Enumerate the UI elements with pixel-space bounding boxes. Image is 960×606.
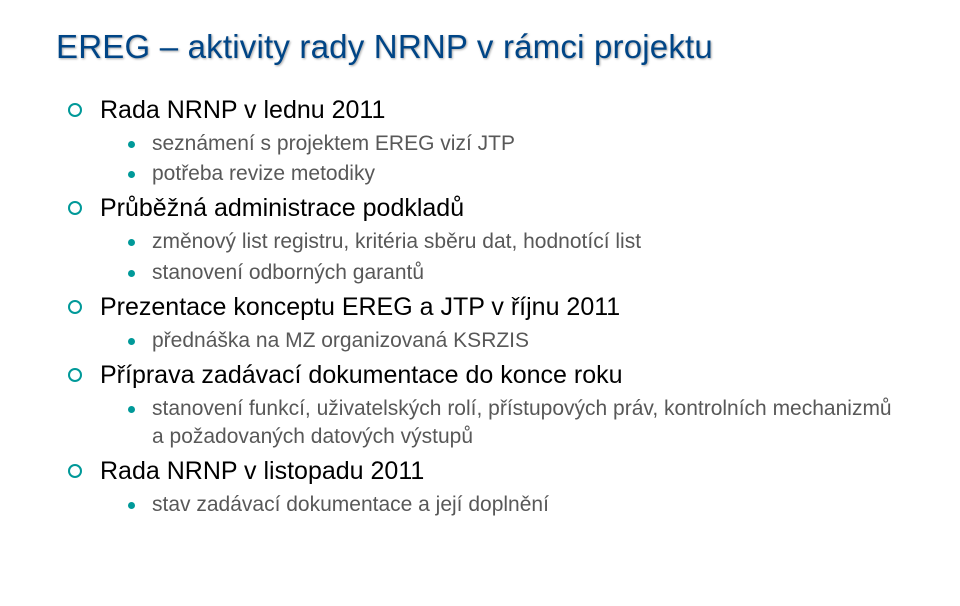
- list-subitem: změnový list registru, kritéria sběru da…: [124, 228, 904, 256]
- sublist: seznámení s projektem EREG vizí JTP potř…: [100, 130, 904, 189]
- list-subitem: přednáška na MZ organizovaná KSRZIS: [124, 327, 904, 355]
- list-subitem-label: změnový list registru, kritéria sběru da…: [152, 230, 641, 253]
- list-subitem-label: stav zadávací dokumentace a její doplněn…: [152, 493, 549, 516]
- slide-title: EREG – aktivity rady NRNP v rámci projek…: [56, 28, 904, 66]
- list-subitem-label: stanovení funkcí, uživatelských rolí, př…: [152, 397, 892, 448]
- sublist: stav zadávací dokumentace a její doplněn…: [100, 491, 904, 519]
- bullet-list: Rada NRNP v lednu 2011 seznámení s proje…: [66, 94, 904, 520]
- list-item-label: Prezentace konceptu EREG a JTP v říjnu 2…: [100, 293, 620, 321]
- list-subitem: potřeba revize metodiky: [124, 160, 904, 188]
- list-item-label: Rada NRNP v listopadu 2011: [100, 457, 424, 485]
- list-item: Rada NRNP v lednu 2011 seznámení s proje…: [66, 94, 904, 188]
- list-item: Rada NRNP v listopadu 2011 stav zadávací…: [66, 455, 904, 519]
- list-item: Prezentace konceptu EREG a JTP v říjnu 2…: [66, 291, 904, 355]
- list-item-label: Příprava zadávací dokumentace do konce r…: [100, 361, 623, 389]
- list-subitem: stanovení funkcí, uživatelských rolí, př…: [124, 395, 904, 452]
- list-item: Příprava zadávací dokumentace do konce r…: [66, 359, 904, 451]
- list-subitem-label: přednáška na MZ organizovaná KSRZIS: [152, 329, 529, 352]
- list-subitem: stav zadávací dokumentace a její doplněn…: [124, 491, 904, 519]
- slide: EREG – aktivity rady NRNP v rámci projek…: [0, 0, 960, 606]
- list-item: Průběžná administrace podkladů změnový l…: [66, 192, 904, 286]
- list-subitem-label: seznámení s projektem EREG vizí JTP: [152, 132, 515, 155]
- list-subitem: seznámení s projektem EREG vizí JTP: [124, 130, 904, 158]
- list-item-label: Rada NRNP v lednu 2011: [100, 96, 385, 124]
- sublist: stanovení funkcí, uživatelských rolí, př…: [100, 395, 904, 452]
- list-subitem-label: stanovení odborných garantů: [152, 261, 424, 284]
- sublist: změnový list registru, kritéria sběru da…: [100, 228, 904, 287]
- list-subitem-label: potřeba revize metodiky: [152, 162, 375, 185]
- list-subitem: stanovení odborných garantů: [124, 259, 904, 287]
- sublist: přednáška na MZ organizovaná KSRZIS: [100, 327, 904, 355]
- list-item-label: Průběžná administrace podkladů: [100, 194, 464, 222]
